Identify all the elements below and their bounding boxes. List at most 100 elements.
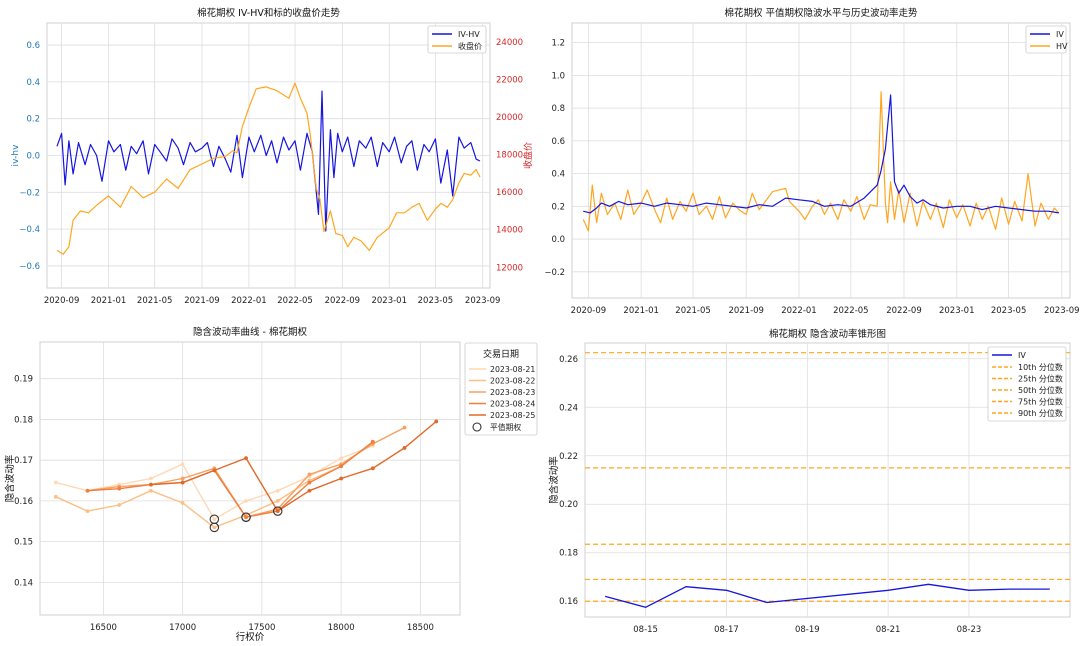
data-point <box>244 515 248 520</box>
data-point <box>180 476 185 481</box>
y-tick-label: −0.2 <box>19 188 40 198</box>
legend-iv-label: IV <box>1018 351 1026 360</box>
data-point <box>149 476 153 481</box>
y-tick-label: 0.20 <box>559 500 578 510</box>
data-point <box>307 488 312 493</box>
x-tick-label: 2021-01 <box>623 306 659 316</box>
legend-percentile-label: 90th 分位数 <box>1018 408 1063 418</box>
data-point <box>307 480 312 485</box>
x-tick-label: 2023-09 <box>1044 306 1080 316</box>
x-tick-label: 18000 <box>328 623 355 633</box>
data-point <box>275 488 280 493</box>
y-tick-label: 0.4 <box>26 78 40 88</box>
y-tick-label: 0.0 <box>26 152 40 162</box>
data-point <box>149 482 153 487</box>
data-point <box>212 525 217 530</box>
x-tick-label: 2022-09 <box>325 296 361 306</box>
y2-tick-label: 16000 <box>496 188 523 198</box>
y-axis-label: iv-hv <box>11 144 21 167</box>
y2-tick-label: 18000 <box>496 151 523 161</box>
y-tick-label: 0.2 <box>551 202 565 212</box>
series-line-iv <box>605 583 1050 608</box>
atm-marker <box>241 512 251 522</box>
y-tick-label: 0.8 <box>551 104 565 114</box>
data-point <box>275 499 280 503</box>
x-tick-label: 17000 <box>169 623 196 633</box>
legend-percentile-label: 75th 分位数 <box>1018 397 1063 407</box>
legend-label: 2023-08-21 <box>490 365 535 374</box>
x-tick-label: 2022-01 <box>231 296 267 306</box>
y-axis-label: 隐含波动率 <box>4 454 16 502</box>
y-axis-label: 隐含波动率 <box>548 456 560 504</box>
y2-tick-label: 24000 <box>496 38 523 48</box>
y-tick-label: 0.14 <box>14 578 33 588</box>
y-tick-label: 0.17 <box>14 456 33 466</box>
data-point <box>402 425 407 430</box>
legend-label: 2023-08-23 <box>490 388 535 397</box>
legend-percentile-label: 50th 分位数 <box>1018 385 1063 395</box>
x-tick-label: 2022-05 <box>833 306 869 316</box>
data-point <box>434 419 439 424</box>
x-tick-label: 08-15 <box>633 625 658 635</box>
atm-marker <box>272 506 283 516</box>
x-tick-label: 2021-09 <box>184 296 220 306</box>
y2-axis-label: 收盘价 <box>522 142 534 169</box>
y-tick-label: 0.18 <box>14 415 33 425</box>
x-tick-label: 2020-09 <box>44 296 80 306</box>
x-tick-label: 2021-05 <box>137 296 173 306</box>
data-point <box>180 501 185 505</box>
legend-label: 2023-08-24 <box>490 400 535 409</box>
x-tick-label: 17500 <box>248 623 275 633</box>
data-point <box>180 462 185 467</box>
x-axis-label: 行权价 <box>236 631 265 643</box>
data-point <box>244 456 248 461</box>
series-line-iv-hv <box>56 90 481 232</box>
x-tick-label: 2021-05 <box>675 306 711 316</box>
legend-box <box>464 342 538 436</box>
legend-iv-hv-label: IV-HV <box>458 30 480 39</box>
y-tick-label: 1.0 <box>551 71 565 81</box>
y-tick-label: 0.15 <box>14 538 33 548</box>
legend-box <box>987 346 1067 422</box>
data-point <box>339 476 344 481</box>
legend-percentile-label: 25th 分位数 <box>1018 374 1063 384</box>
x-tick-label: 2023-05 <box>418 296 454 306</box>
x-tick-label: 08-17 <box>714 625 739 635</box>
data-point <box>244 499 248 503</box>
data-point <box>117 486 122 491</box>
data-point <box>85 509 90 513</box>
x-tick-label: 2023-01 <box>939 306 975 316</box>
y-tick-label: −0.4 <box>19 225 40 235</box>
data-point <box>53 494 58 499</box>
y-tick-label: 0.18 <box>559 549 578 559</box>
y2-tick-label: 14000 <box>496 226 523 236</box>
data-point <box>307 472 312 477</box>
y-tick-label: 0.2 <box>26 115 40 125</box>
data-point <box>339 456 344 461</box>
x-tick-label: 2022-01 <box>781 306 817 316</box>
x-tick-label: 16500 <box>90 623 117 633</box>
data-point <box>85 488 90 493</box>
x-tick-label: 2022-09 <box>886 306 922 316</box>
data-point <box>212 468 217 473</box>
x-tick-label: 2023-05 <box>991 306 1027 316</box>
y-tick-label: −0.6 <box>19 262 40 272</box>
y-tick-label: −0.2 <box>544 268 565 278</box>
legend-label: 2023-08-22 <box>490 377 535 386</box>
x-tick-label: 2023-01 <box>371 296 407 306</box>
x-tick-label: 08-23 <box>957 625 982 635</box>
y-tick-label: 0.6 <box>26 41 40 51</box>
data-point <box>370 466 375 471</box>
y-tick-label: 0.0 <box>551 235 565 245</box>
x-tick-label: 2022-05 <box>277 296 313 306</box>
y-tick-label: 1.2 <box>551 39 565 49</box>
series-line-hv <box>582 91 1060 232</box>
chart-title: 棉花期权 隐含波动率锥形图 <box>769 328 886 340</box>
y-tick-label: 0.26 <box>559 355 578 365</box>
series-line-iv <box>583 94 1059 214</box>
y-tick-label: 0.16 <box>559 597 578 607</box>
data-point <box>212 517 217 522</box>
x-tick-label: 08-21 <box>876 625 901 635</box>
x-tick-label: 2021-09 <box>728 306 764 316</box>
